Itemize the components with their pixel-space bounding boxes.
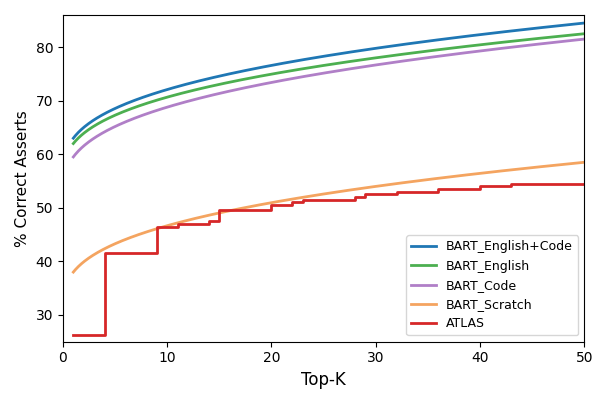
- ATLAS: [237, 208, 244, 213]
- ATLAS: [476, 184, 483, 189]
- Line: BART_Scratch: BART_Scratch: [74, 162, 584, 272]
- ATLAS: [101, 251, 108, 256]
- ATLAS: [174, 221, 181, 226]
- ATLAS: [268, 203, 275, 208]
- X-axis label: Top-K: Top-K: [301, 371, 346, 389]
- ATLAS: [435, 187, 442, 191]
- ATLAS: [111, 251, 119, 256]
- ATLAS: [340, 198, 348, 202]
- ATLAS: [216, 208, 223, 213]
- ATLAS: [143, 251, 150, 256]
- BART_English: [346, 59, 353, 64]
- ATLAS: [299, 198, 306, 202]
- BART_English+Code: [568, 22, 576, 27]
- BART_English+Code: [316, 55, 323, 59]
- BART_English+Code: [313, 55, 320, 60]
- ATLAS: [91, 332, 98, 337]
- ATLAS: [362, 192, 369, 197]
- BART_Code: [568, 38, 576, 43]
- BART_Scratch: [316, 192, 323, 197]
- ATLAS: [403, 189, 410, 194]
- ATLAS: [278, 203, 286, 208]
- ATLAS: [497, 184, 505, 189]
- Y-axis label: % Correct Asserts: % Correct Asserts: [15, 110, 30, 247]
- ATLAS: [351, 195, 359, 200]
- BART_Scratch: [346, 187, 353, 192]
- BART_English+Code: [488, 31, 496, 36]
- BART_English: [374, 55, 381, 60]
- ATLAS: [70, 332, 77, 337]
- BART_English: [70, 141, 77, 146]
- ATLAS: [195, 221, 202, 226]
- ATLAS: [455, 187, 463, 191]
- Legend: BART_English+Code, BART_English, BART_Code, BART_Scratch, ATLAS: BART_English+Code, BART_English, BART_Co…: [406, 236, 578, 335]
- BART_English+Code: [374, 46, 381, 50]
- BART_English: [568, 33, 576, 38]
- ATLAS: [330, 198, 337, 202]
- ATLAS: [560, 181, 567, 186]
- BART_English: [316, 64, 323, 69]
- BART_English+Code: [70, 136, 77, 141]
- BART_English+Code: [346, 50, 353, 55]
- BART_Code: [70, 154, 77, 159]
- ATLAS: [414, 189, 421, 194]
- ATLAS: [226, 208, 233, 213]
- Line: BART_English+Code: BART_English+Code: [74, 23, 584, 138]
- Line: BART_Code: BART_Code: [74, 39, 584, 157]
- ATLAS: [122, 251, 129, 256]
- ATLAS: [393, 189, 400, 194]
- ATLAS: [539, 181, 546, 186]
- BART_Scratch: [70, 269, 77, 274]
- ATLAS: [528, 181, 536, 186]
- BART_English+Code: [581, 21, 588, 25]
- ATLAS: [184, 221, 192, 226]
- BART_Scratch: [374, 184, 381, 189]
- ATLAS: [153, 224, 161, 229]
- ATLAS: [382, 192, 390, 197]
- ATLAS: [206, 219, 213, 224]
- ATLAS: [487, 184, 494, 189]
- ATLAS: [518, 181, 525, 186]
- BART_English: [581, 32, 588, 36]
- ATLAS: [164, 224, 171, 229]
- BART_Code: [488, 47, 496, 52]
- BART_English: [488, 41, 496, 46]
- ATLAS: [508, 181, 515, 186]
- ATLAS: [257, 208, 264, 213]
- Line: BART_English: BART_English: [74, 34, 584, 143]
- BART_English: [313, 64, 320, 69]
- BART_Scratch: [313, 193, 320, 198]
- ATLAS: [247, 208, 254, 213]
- ATLAS: [570, 181, 578, 186]
- BART_Scratch: [581, 160, 588, 165]
- BART_Code: [581, 37, 588, 42]
- ATLAS: [549, 181, 556, 186]
- BART_Code: [346, 67, 353, 72]
- BART_Code: [313, 72, 320, 77]
- ATLAS: [320, 198, 327, 202]
- ATLAS: [581, 181, 588, 186]
- ATLAS: [309, 198, 317, 202]
- ATLAS: [133, 251, 140, 256]
- BART_Scratch: [488, 170, 496, 175]
- ATLAS: [289, 200, 296, 205]
- BART_Code: [374, 62, 381, 67]
- BART_Code: [316, 72, 323, 76]
- Line: ATLAS: ATLAS: [74, 184, 584, 335]
- ATLAS: [466, 187, 473, 191]
- ATLAS: [372, 192, 379, 197]
- ATLAS: [424, 189, 432, 194]
- ATLAS: [445, 187, 452, 191]
- ATLAS: [80, 332, 88, 337]
- BART_Scratch: [568, 161, 576, 166]
